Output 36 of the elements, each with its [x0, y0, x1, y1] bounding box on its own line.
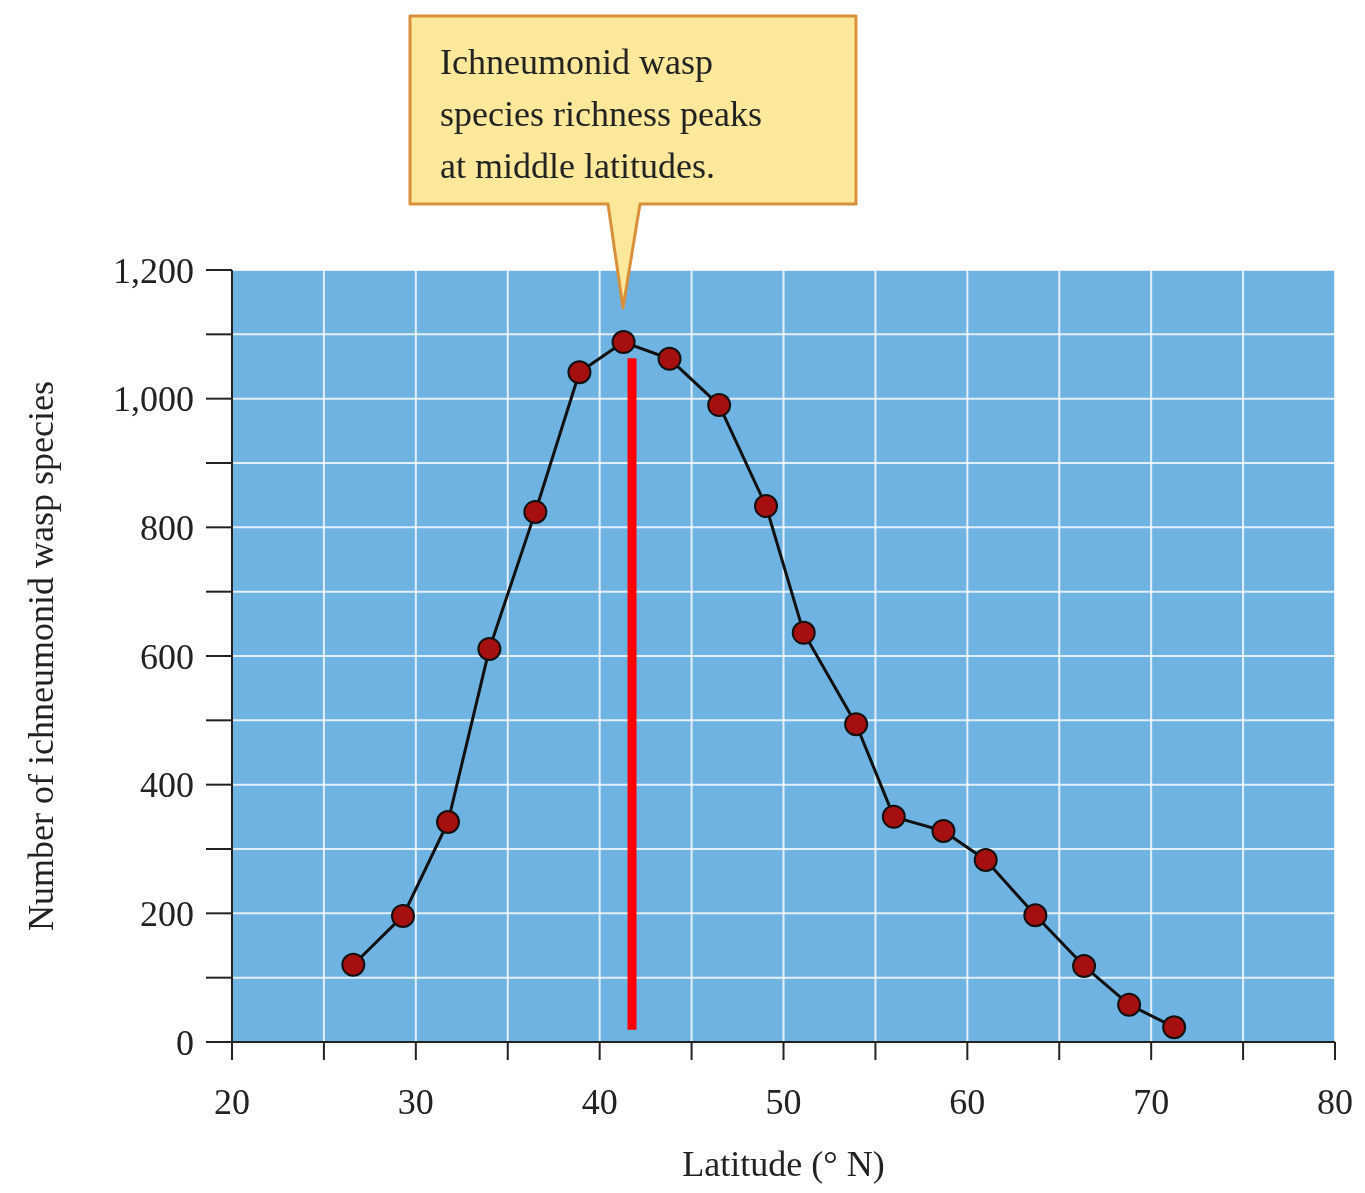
point	[390, 903, 415, 928]
text: Ichneumonid wasp species richness peaks at middle latitudes.	[440, 42, 762, 186]
point	[523, 499, 548, 524]
x-axis-title: Latitude (° N)	[682, 1144, 885, 1184]
y-tick-label: 200	[140, 893, 194, 934]
point	[844, 712, 869, 737]
point	[931, 818, 956, 843]
point	[341, 952, 366, 977]
point	[611, 330, 636, 355]
point	[657, 346, 682, 371]
y-tick-label: 1,200	[113, 250, 194, 291]
point	[1117, 992, 1142, 1017]
y-tick-label: 1,000	[113, 379, 194, 420]
y-tick-label: 600	[140, 636, 194, 677]
x-tick-label: 30	[397, 1082, 434, 1122]
y-tick-label: 800	[140, 507, 194, 548]
x-tick-label: 60	[949, 1082, 986, 1122]
y-axis-title: Number of ichneumonid wasp species	[21, 381, 61, 931]
y-tick-label: 400	[140, 765, 194, 806]
point	[791, 620, 816, 645]
point	[1023, 903, 1048, 928]
point	[973, 847, 998, 872]
point	[436, 809, 460, 834]
x-tick-label: 70	[1133, 1082, 1170, 1122]
x-tick-label: 80	[1317, 1082, 1353, 1122]
point	[881, 804, 906, 829]
point	[707, 393, 732, 418]
point	[567, 360, 592, 385]
x-tick-label: 40	[581, 1082, 618, 1122]
point	[1162, 1015, 1187, 1040]
y-tick-label: 0	[176, 1022, 194, 1063]
x-tick-label: 20	[214, 1082, 250, 1122]
point	[477, 636, 502, 661]
point	[754, 494, 779, 519]
x-tick-label: 50	[765, 1082, 802, 1122]
point	[1072, 954, 1097, 979]
